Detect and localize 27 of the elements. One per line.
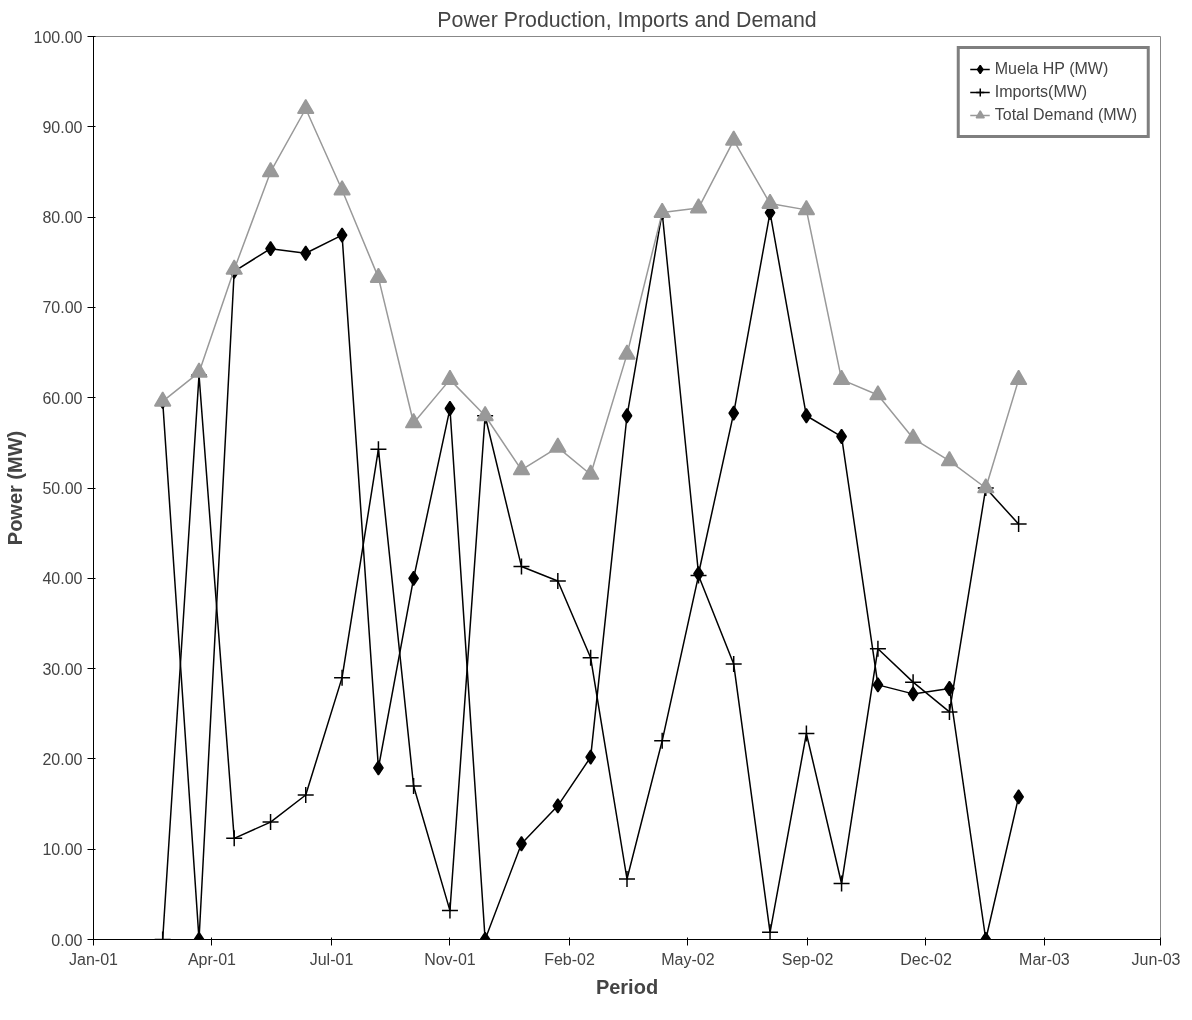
y-tick-label: 20.00 — [42, 750, 83, 768]
x-tick-label: Jul-01 — [309, 950, 354, 968]
y-tick-label: 10.00 — [42, 841, 83, 859]
y-tick-label: 80.00 — [42, 209, 83, 227]
y-axis-title: Power (MW) — [3, 430, 26, 546]
x-tick-label: Sep-02 — [781, 950, 834, 968]
y-tick-label: 90.00 — [42, 118, 83, 136]
y-tick-label: 60.00 — [42, 389, 83, 407]
y-tick-label: 30.00 — [42, 660, 83, 678]
legend-label: Imports(MW) — [994, 83, 1088, 101]
x-tick-label: Nov-01 — [424, 950, 476, 968]
y-tick-label: 70.00 — [42, 299, 83, 317]
x-tick-label: May-02 — [661, 950, 715, 968]
x-tick-label: Mar-03 — [1019, 950, 1070, 968]
x-axis-title: Period — [595, 975, 659, 998]
chart-title: Power Production, Imports and Demand — [437, 7, 817, 32]
y-tick-label: 50.00 — [42, 480, 83, 497]
x-tick-label: Jan-01 — [69, 950, 119, 968]
y-tick-label: 100.00 — [33, 28, 83, 46]
legend-label: Total Demand (MW) — [994, 106, 1137, 124]
x-tick-label: Dec-02 — [900, 950, 952, 968]
y-tick-label: 40.00 — [42, 570, 83, 588]
x-tick-label: Apr-01 — [187, 950, 237, 968]
x-tick-label: Jun-03 — [1131, 950, 1181, 968]
y-tick-label: 0.00 — [51, 931, 83, 949]
legend-label: Muela HP (MW) — [994, 60, 1109, 78]
x-tick-label: Feb-02 — [544, 950, 595, 968]
